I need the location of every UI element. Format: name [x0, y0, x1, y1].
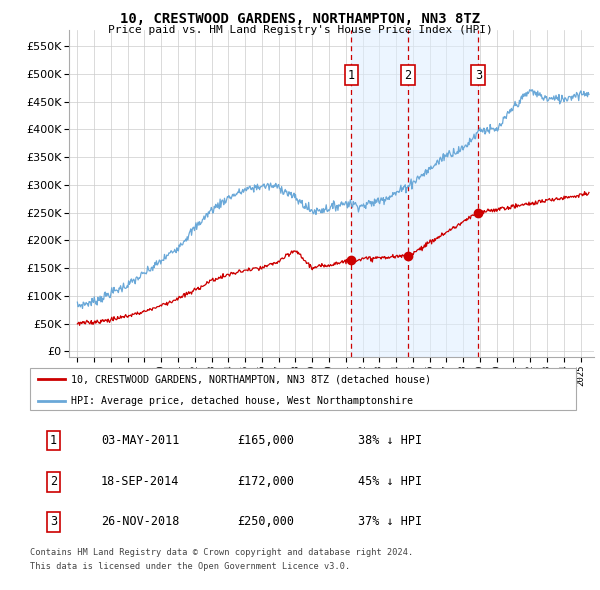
Text: £172,000: £172,000: [238, 476, 295, 489]
Text: 2: 2: [404, 68, 412, 81]
Text: Contains HM Land Registry data © Crown copyright and database right 2024.: Contains HM Land Registry data © Crown c…: [30, 548, 413, 556]
Text: Price paid vs. HM Land Registry's House Price Index (HPI): Price paid vs. HM Land Registry's House …: [107, 25, 493, 35]
Text: £165,000: £165,000: [238, 434, 295, 447]
Text: 2: 2: [50, 476, 57, 489]
Text: 10, CRESTWOOD GARDENS, NORTHAMPTON, NN3 8TZ (detached house): 10, CRESTWOOD GARDENS, NORTHAMPTON, NN3 …: [71, 375, 431, 385]
Text: 18-SEP-2014: 18-SEP-2014: [101, 476, 179, 489]
Text: HPI: Average price, detached house, West Northamptonshire: HPI: Average price, detached house, West…: [71, 396, 413, 406]
Text: 1: 1: [50, 434, 57, 447]
Text: £250,000: £250,000: [238, 515, 295, 528]
Text: 3: 3: [50, 515, 57, 528]
Text: This data is licensed under the Open Government Licence v3.0.: This data is licensed under the Open Gov…: [30, 562, 350, 571]
Text: 38% ↓ HPI: 38% ↓ HPI: [358, 434, 422, 447]
Text: 03-MAY-2011: 03-MAY-2011: [101, 434, 179, 447]
Text: 37% ↓ HPI: 37% ↓ HPI: [358, 515, 422, 528]
Text: 1: 1: [348, 68, 355, 81]
Text: 26-NOV-2018: 26-NOV-2018: [101, 515, 179, 528]
Text: 3: 3: [475, 68, 482, 81]
Bar: [352, 30, 478, 357]
Text: 45% ↓ HPI: 45% ↓ HPI: [358, 476, 422, 489]
Text: 10, CRESTWOOD GARDENS, NORTHAMPTON, NN3 8TZ: 10, CRESTWOOD GARDENS, NORTHAMPTON, NN3 …: [120, 12, 480, 26]
